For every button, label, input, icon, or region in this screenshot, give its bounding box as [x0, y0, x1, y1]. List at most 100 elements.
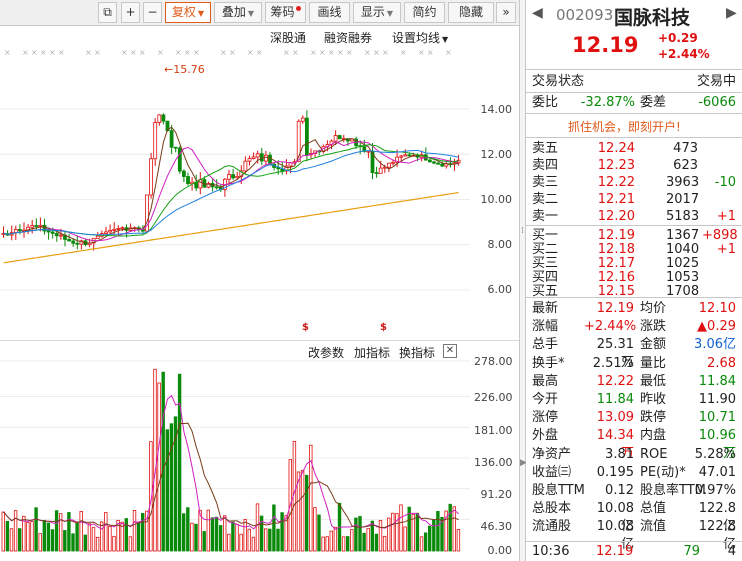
- volume-bar: [296, 471, 301, 552]
- candle-body: [251, 156, 256, 159]
- volume-bar: [440, 517, 444, 552]
- volume-bar: [136, 522, 141, 552]
- candle-body: [173, 146, 178, 149]
- fuquan-button[interactable]: 复权 ▼: [165, 2, 211, 23]
- volume-bar: [231, 521, 235, 552]
- price-chart[interactable]: × × × × × × × × × × × × × × × × × × × × × × × × × × × × × × × × ×: [0, 26, 519, 340]
- candle-body: [116, 228, 121, 230]
- candle-body: [374, 172, 379, 175]
- volume-bar: [153, 368, 157, 552]
- ask-volume: 473: [673, 141, 698, 156]
- open-account-link[interactable]: 抓住机会，即刻开户!: [568, 120, 681, 134]
- stat-label: 涨跌: [640, 319, 667, 335]
- candle-body: [399, 155, 404, 158]
- ask-row[interactable]: 卖一 12.20 5183 +1: [526, 208, 742, 225]
- bid-row[interactable]: 买五 12.15 1708: [526, 283, 742, 300]
- bid-volume: 1025: [666, 256, 700, 271]
- ask-level-label: 卖五: [532, 141, 559, 156]
- volume-bar: [309, 444, 313, 552]
- stat-value: 12.22: [596, 373, 634, 389]
- volume-tick: 91.20: [480, 488, 513, 501]
- ask-row[interactable]: 卖三 12.22 3963 -10: [526, 174, 742, 191]
- overlay-label: 叠加: [221, 5, 246, 19]
- event-marker-icon: ×: [220, 48, 227, 57]
- candle-body: [50, 231, 55, 234]
- volume-tick: 136.00: [474, 456, 513, 469]
- volume-tick: 181.00: [474, 424, 513, 437]
- ask-level-label: 卖三: [532, 175, 559, 190]
- stat-value: +2.44%: [584, 319, 637, 335]
- display-button[interactable]: 显示 ▼: [353, 2, 401, 23]
- volume-bar: [444, 510, 448, 552]
- expand-button[interactable]: »: [496, 2, 516, 23]
- candle-body: [263, 154, 268, 162]
- ask-row[interactable]: 卖二 12.21 2017: [526, 191, 742, 208]
- zoom-out-button[interactable]: −: [143, 2, 162, 23]
- add-indicator-button[interactable]: 加指标: [354, 346, 391, 360]
- bid-row[interactable]: 买四 12.16 1053: [526, 269, 742, 286]
- hide-button[interactable]: 隐藏: [448, 2, 494, 23]
- volume-tick: 0.00: [487, 544, 513, 557]
- ask-row[interactable]: 卖五 12.24 473: [526, 140, 742, 157]
- candle-body: [304, 117, 309, 156]
- margin-marker-icon[interactable]: $: [380, 322, 387, 333]
- volume-bar: [403, 526, 407, 552]
- ask-row[interactable]: 卖四 12.23 623: [526, 157, 742, 174]
- bid-price: 12.15: [597, 284, 635, 299]
- volume-bar: [276, 528, 280, 552]
- volume-bar: [194, 523, 198, 552]
- volume-bar: [46, 522, 51, 552]
- bid-level-label: 买二: [532, 242, 559, 257]
- chevron-down-icon: ▼: [442, 35, 449, 44]
- panel-splitter[interactable]: ⁞ ▶: [519, 0, 527, 561]
- zoom-in-button[interactable]: +: [121, 2, 140, 23]
- ask-change: -10: [714, 175, 736, 190]
- switch-indicator-button[interactable]: 换指标: [399, 346, 436, 360]
- ma-settings-link[interactable]: 设置均线 ▼: [392, 29, 448, 46]
- volume-bar: [202, 531, 206, 552]
- tick-price: 12.19: [596, 544, 634, 559]
- bid-row[interactable]: 买二 12.18 1040 +1: [526, 241, 742, 258]
- simple-button[interactable]: 简约: [404, 2, 445, 23]
- stat-label: 最新: [532, 301, 559, 316]
- event-marker-icon: ×: [22, 48, 29, 57]
- prev-stock-icon[interactable]: ◀: [532, 5, 543, 21]
- volume-bar: [1, 511, 5, 552]
- stat-value: 2.51%: [592, 355, 634, 371]
- margin-marker-icon[interactable]: $: [302, 322, 309, 333]
- margin-link[interactable]: 融资融券: [324, 31, 373, 45]
- bid-level-label: 买五: [532, 284, 559, 299]
- bid-price: 12.17: [597, 256, 635, 271]
- ask-volume: 5183: [666, 209, 700, 224]
- volume-bar: [50, 529, 55, 552]
- next-stock-icon[interactable]: ▶: [726, 5, 737, 21]
- quote-panel: ◀ 002093 国脉科技 ▶ 12.19 +0.29 +2.44% 交易状态 …: [526, 0, 742, 561]
- bid-level-label: 买一: [532, 228, 559, 243]
- hide-label: 隐藏: [458, 5, 483, 19]
- restore-icon[interactable]: ⧉: [98, 2, 117, 23]
- volume-bar: [255, 503, 260, 552]
- event-marker-icon: ×: [292, 48, 299, 57]
- volume-chart[interactable]: [0, 342, 519, 561]
- candle-body: [391, 161, 395, 164]
- overlay-button[interactable]: 叠加 ▼: [214, 2, 262, 23]
- candle-body: [407, 154, 412, 157]
- webi-row: 委比 -32.87% 委差 -6066: [526, 94, 742, 112]
- collapse-arrow-icon[interactable]: ▶: [520, 458, 527, 468]
- bid-row[interactable]: 买一 12.19 1367 +898: [526, 227, 742, 244]
- edit-params-button[interactable]: 改参数: [308, 346, 345, 360]
- close-icon[interactable]: ✕: [443, 344, 457, 358]
- volume-bar: [173, 416, 178, 552]
- stat-value: 0.97%: [694, 483, 736, 498]
- sgt-link[interactable]: 深股通: [270, 31, 307, 45]
- weicha-label: 委差: [640, 95, 667, 110]
- event-marker-icon: ×: [337, 48, 344, 57]
- event-marker-icon: ×: [157, 48, 164, 57]
- bid-row[interactable]: 买三 12.17 1025: [526, 255, 742, 272]
- candle-body: [300, 117, 305, 122]
- candle-body: [42, 224, 47, 232]
- draw-line-button[interactable]: 画线: [309, 2, 350, 23]
- stat-value: 10.08亿: [596, 501, 634, 535]
- chips-button[interactable]: 筹码: [265, 2, 306, 23]
- volume-bar: [456, 529, 461, 552]
